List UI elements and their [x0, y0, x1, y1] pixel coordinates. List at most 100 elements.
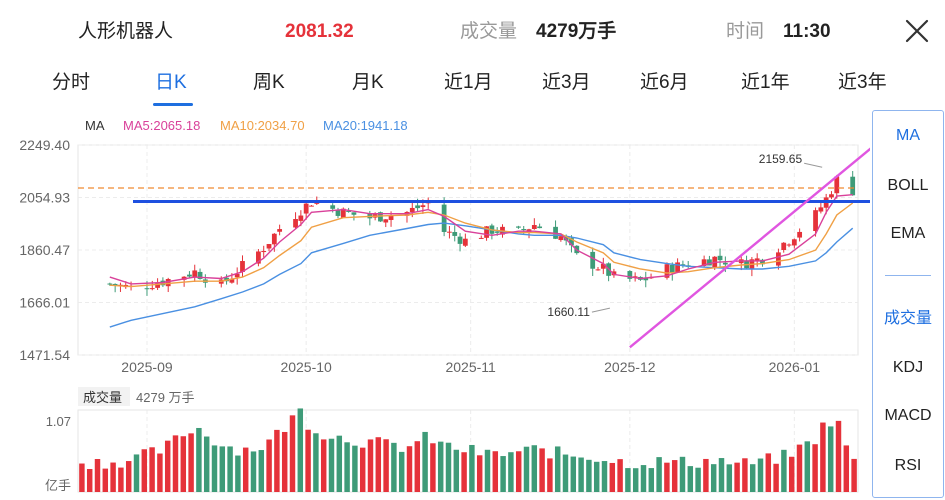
candle — [346, 210, 352, 212]
candle — [303, 203, 309, 214]
candle — [378, 212, 383, 222]
volume-bar — [742, 458, 748, 492]
volume-bar — [781, 449, 787, 492]
candle — [229, 278, 235, 283]
tab-1-month[interactable]: 近1月 — [444, 72, 493, 93]
x-tick-label: 2026-01 — [769, 359, 821, 375]
candle — [813, 210, 818, 232]
indicator-volume[interactable]: 成交量 — [883, 310, 932, 327]
quote-header: 人形机器人 2081.32 成交量 4279万手 时间 11:30 — [0, 0, 945, 62]
candle — [680, 264, 686, 266]
volume-bar — [796, 444, 803, 492]
candle — [462, 238, 468, 246]
volume-bar — [679, 456, 686, 492]
stock-name: 人形机器人 — [78, 21, 174, 42]
tab-6-month[interactable]: 近6月 — [640, 72, 689, 93]
candle — [144, 288, 150, 290]
volume-bar — [554, 446, 561, 492]
volume-bar — [547, 458, 553, 492]
volume-bar — [188, 433, 194, 492]
plot-frame — [77, 144, 859, 356]
volume-bar — [453, 449, 460, 492]
volume-y-max: 1.07 — [46, 414, 71, 429]
volume-bar — [102, 468, 109, 492]
volume-bar — [328, 438, 335, 492]
candle — [383, 219, 389, 223]
volume-bar — [266, 439, 272, 492]
candle — [829, 194, 834, 198]
volume-bar — [164, 440, 171, 492]
indicator-ma[interactable]: MA — [896, 127, 920, 144]
tab-monthly-k[interactable]: 月K — [352, 72, 384, 93]
candle — [818, 207, 824, 212]
tab-daily-k[interactable]: 日K — [155, 72, 187, 93]
ma10-line — [109, 202, 854, 288]
volume-bar — [180, 436, 187, 492]
indicator-ema[interactable]: EMA — [890, 225, 926, 242]
current-price: 2081.32 — [285, 21, 354, 42]
indicator-macd[interactable]: MACD — [884, 407, 932, 424]
trend-line — [629, 147, 870, 349]
active-tab-indicator — [153, 103, 193, 106]
candle — [330, 205, 336, 209]
volume-bar — [765, 453, 772, 492]
volume-label: 成交量 — [83, 390, 122, 405]
indicator-rsi[interactable]: RSI — [894, 457, 922, 474]
candle — [261, 250, 267, 253]
volume-bar — [157, 453, 163, 492]
candle — [760, 259, 765, 265]
candle — [256, 251, 261, 264]
candle — [717, 255, 723, 261]
volume-bar — [196, 427, 202, 492]
candle — [850, 176, 856, 196]
volume-bar — [773, 463, 779, 492]
volume-bar — [359, 447, 366, 492]
volume-bar — [414, 441, 421, 492]
candle — [791, 239, 797, 246]
volume-bar — [211, 445, 218, 492]
volume-bar — [79, 463, 85, 492]
volume-bar — [687, 466, 694, 492]
candle — [611, 271, 617, 276]
candle — [293, 219, 298, 228]
tab-3-year[interactable]: 近3年 — [838, 72, 887, 93]
tab-fenshi[interactable]: 分时 — [52, 72, 91, 93]
volume-bar — [757, 458, 764, 492]
close-icon — [905, 19, 929, 43]
tab-weekly-k[interactable]: 周K — [253, 72, 285, 93]
volume-frame — [77, 409, 859, 493]
candle — [600, 263, 606, 269]
volume-bar — [141, 449, 148, 492]
candle — [240, 261, 245, 272]
volume-bar — [383, 439, 389, 492]
candle — [388, 215, 394, 220]
candle — [155, 283, 160, 288]
candle — [277, 229, 283, 232]
x-tick-label: 2025-09 — [121, 359, 173, 375]
volume-value: 4279 万手 — [136, 390, 195, 405]
volume-bar — [835, 420, 842, 492]
indicator-kdj[interactable]: KDJ — [892, 359, 924, 376]
tab-1-year[interactable]: 近1年 — [741, 72, 790, 93]
kline-chart[interactable]: 2249.40 2054.93 1860.47 1666.01 1471.54 2025-… — [0, 0, 870, 500]
candle — [234, 273, 240, 278]
volume-bar — [461, 452, 467, 492]
close-button[interactable] — [900, 14, 934, 48]
volume-bar — [437, 441, 444, 492]
candle — [340, 208, 346, 218]
candle — [447, 231, 452, 233]
volume-bar — [788, 456, 795, 492]
time-label: 时间 — [726, 21, 765, 42]
volume-bar — [227, 446, 233, 492]
volume-bar — [430, 443, 436, 492]
candle — [420, 205, 426, 208]
volume-label-bg — [78, 387, 130, 406]
volume-value: 4279万手 — [536, 21, 617, 42]
volume-bar — [320, 439, 327, 492]
volume-bar — [219, 446, 226, 492]
tab-3-month[interactable]: 近3月 — [542, 72, 591, 93]
indicator-boll[interactable]: BOLL — [887, 177, 929, 194]
period-tabs: 分时 日K 周K 月K 近1月 近3月 近6月 近1年 近3年 — [0, 62, 945, 108]
volume-bar — [172, 435, 179, 492]
candle — [595, 269, 601, 271]
